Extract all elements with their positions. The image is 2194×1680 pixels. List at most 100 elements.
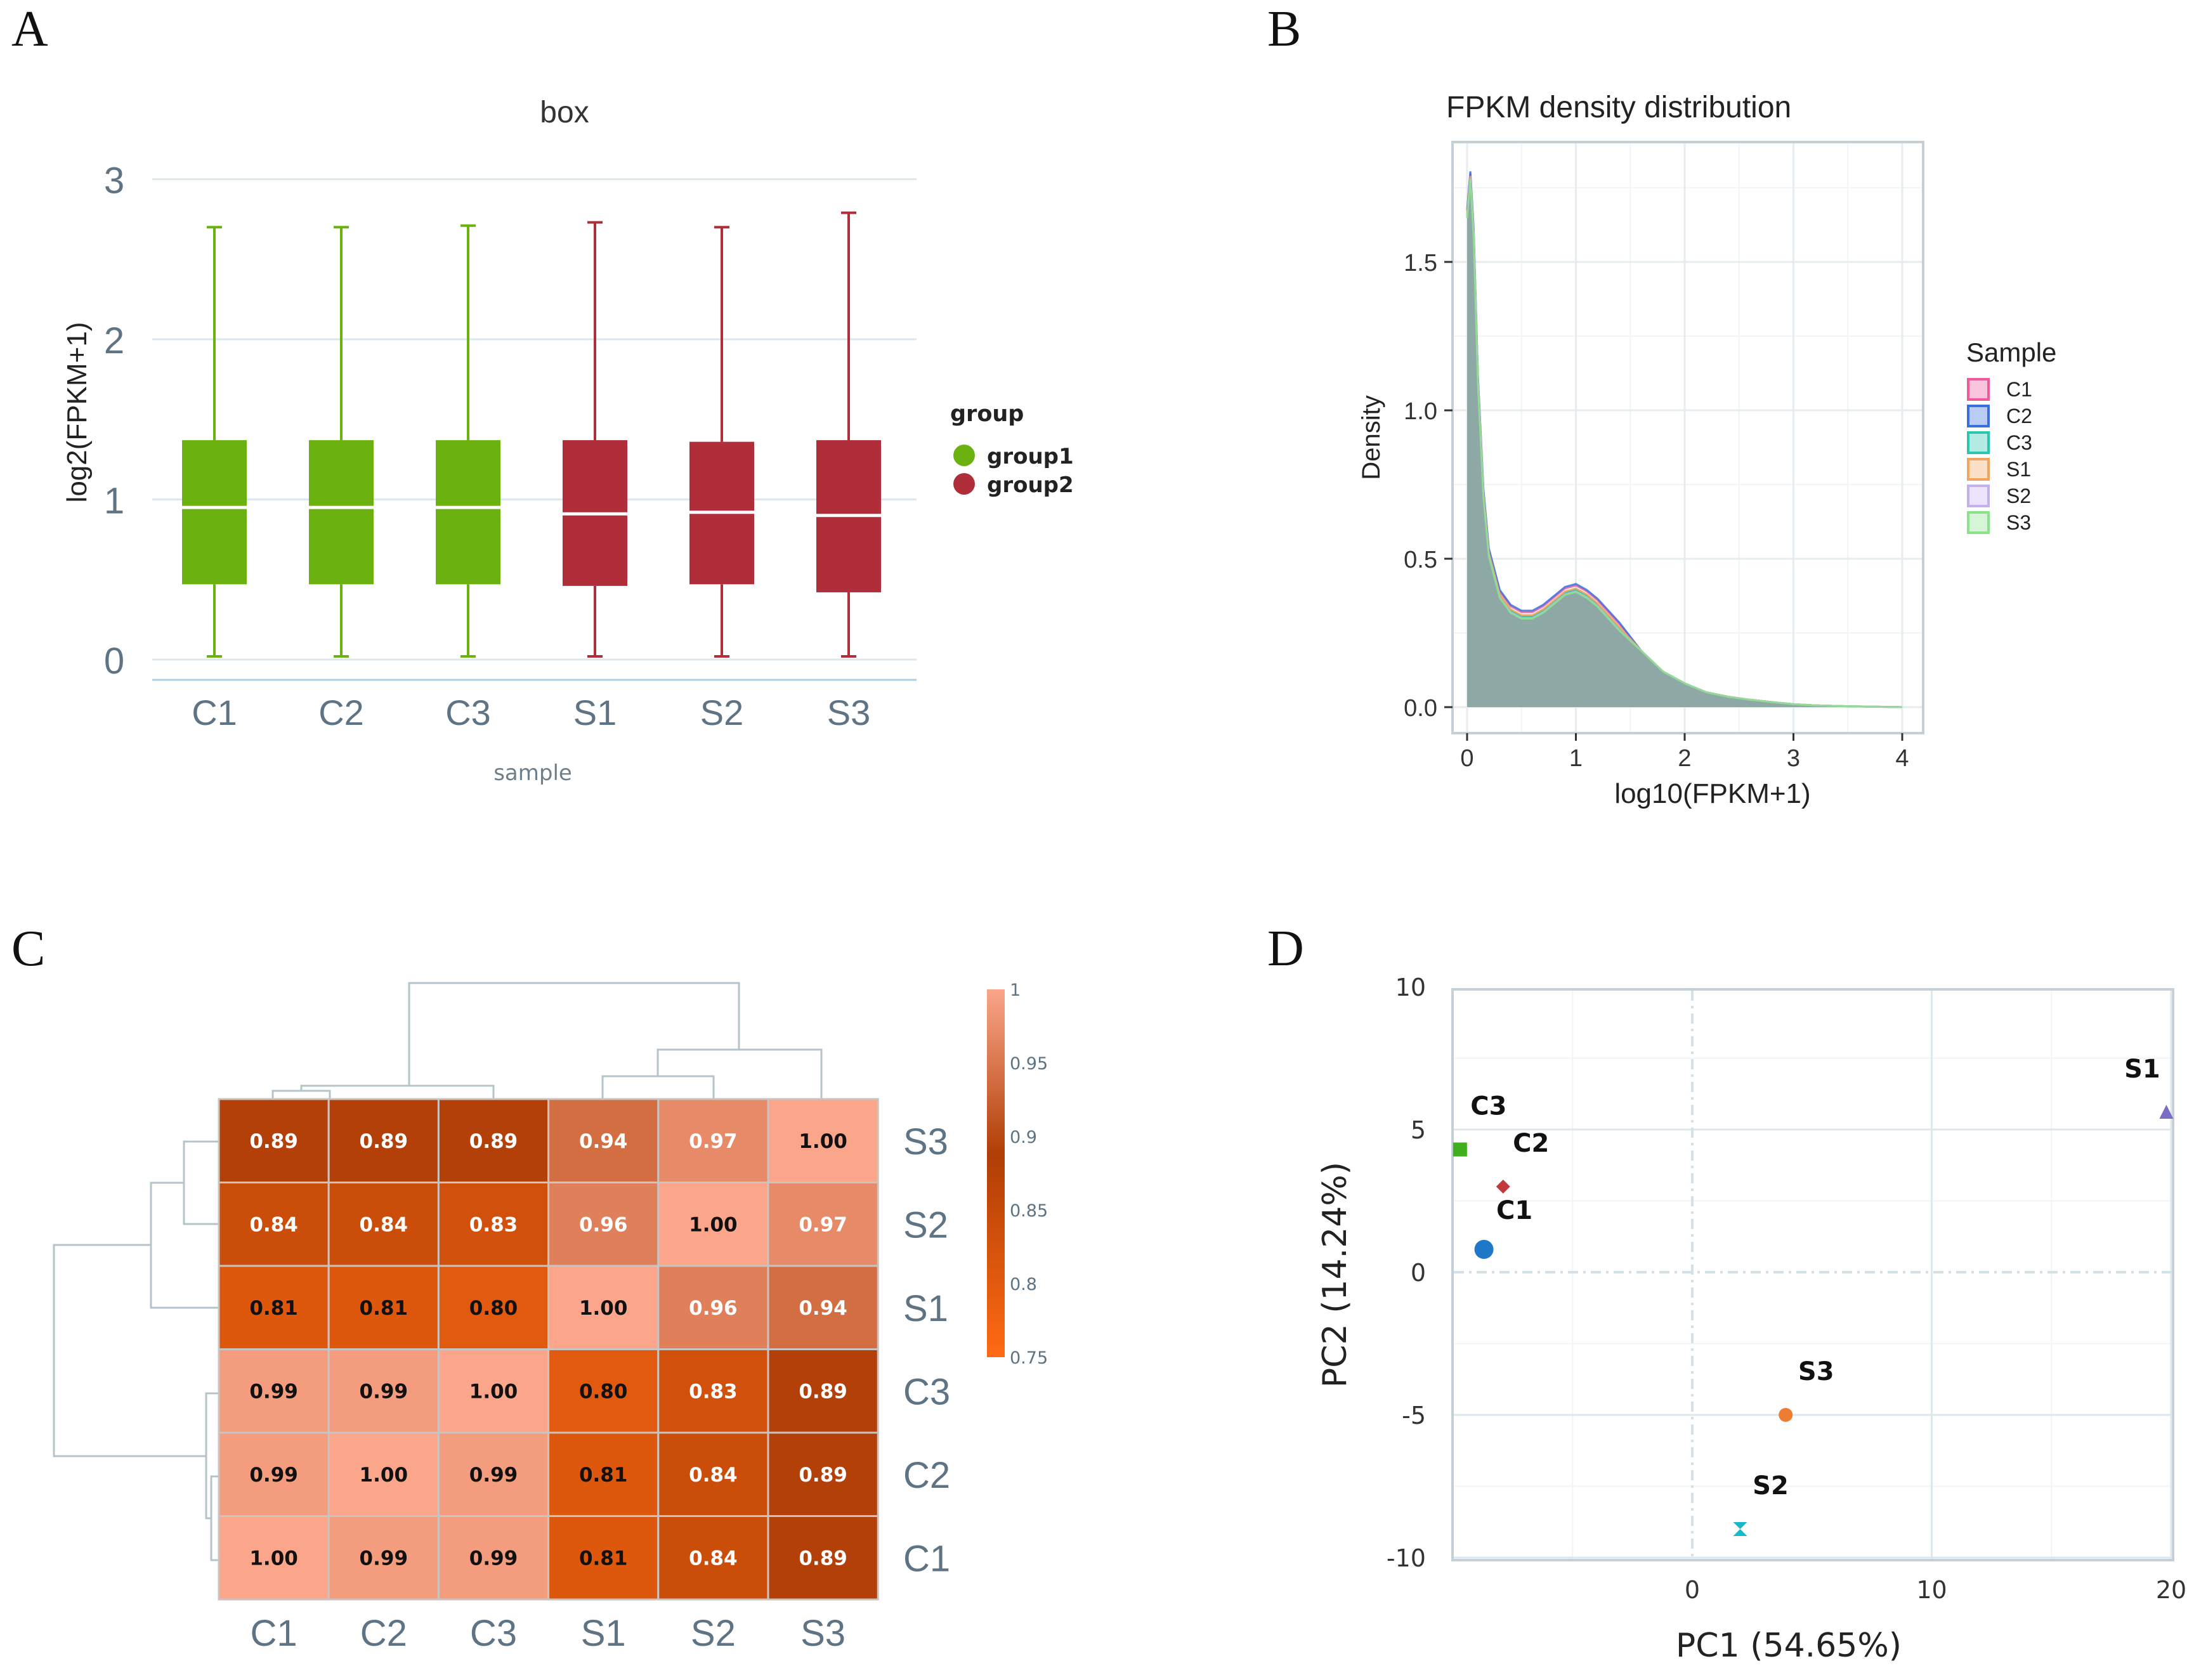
a-x-tick-label: C3 xyxy=(445,693,491,733)
c-cell-S1-S3 xyxy=(767,1265,879,1350)
b-y-tick-label: 1.0 xyxy=(1404,398,1437,425)
d-point-S1: S1 xyxy=(2124,1055,2174,1119)
b-x-tick-label: 1 xyxy=(1569,745,1583,772)
c-cell-label: 0.99 xyxy=(249,1380,298,1403)
a-box-iqr xyxy=(309,440,374,585)
b-x-tick-label: 4 xyxy=(1895,745,1909,772)
c-col-label: C1 xyxy=(251,1613,297,1654)
panel-label-c: C xyxy=(11,921,45,977)
c-cell-label: 0.99 xyxy=(360,1547,408,1570)
c-cell-label: 0.81 xyxy=(360,1297,408,1320)
b-legend-swatch-C2 xyxy=(1967,405,1990,427)
d-point-label: S1 xyxy=(2124,1055,2160,1084)
b-y-tick-label: 1.5 xyxy=(1404,250,1437,277)
d-y-tick-label: -5 xyxy=(1402,1402,1426,1429)
d-x-tick-label: 0 xyxy=(1685,1576,1700,1604)
c-row-dendro-c2c1 xyxy=(210,1475,219,1561)
c-row-label: C1 xyxy=(903,1538,950,1579)
a-box-S1 xyxy=(563,221,627,658)
c-heatmap-cells: 0.89 0.89 0.89 0.94 0.97 1.00 0.84 0.84 0.83 0.96… xyxy=(218,1098,879,1601)
d-marker-hourglass xyxy=(1733,1522,1747,1536)
c-row-label: S1 xyxy=(903,1288,948,1329)
d-marker-triangle xyxy=(2159,1105,2174,1119)
c-cell-label: 1.00 xyxy=(579,1297,628,1320)
a-x-tick-label: S1 xyxy=(573,693,617,733)
a-legend-label-group1: group1 xyxy=(987,444,1074,469)
c-cell-label: 0.81 xyxy=(579,1464,628,1487)
d-point-S2: S2 xyxy=(1733,1471,1789,1536)
b-x-ticks: 0 1 2 3 4 xyxy=(1460,733,1909,772)
d-marker-circle xyxy=(1779,1408,1793,1422)
a-legend-swatch-group2 xyxy=(953,473,975,495)
d-point-label: S3 xyxy=(1798,1357,1834,1386)
a-x-tick-label: C1 xyxy=(192,693,237,733)
c-colorbar-tick-label: 0.95 xyxy=(1010,1054,1048,1074)
d-point-S3: S3 xyxy=(1779,1357,1834,1422)
panel-label-d: D xyxy=(1267,921,1304,977)
b-y-label: Density xyxy=(1357,395,1385,479)
c-col-label: S2 xyxy=(691,1613,736,1654)
c-col-dendro-root xyxy=(408,982,740,1086)
c-cell-C2-S2 xyxy=(657,1431,769,1517)
b-legend-label-C1: C1 xyxy=(2006,378,2032,401)
c-cell-S3-C1 xyxy=(218,1098,330,1183)
a-legend-swatch-group1 xyxy=(953,445,975,466)
c-col-dendro-c12c3 xyxy=(300,1084,495,1099)
a-legend-title: group xyxy=(950,401,1024,427)
c-cell-label: 0.97 xyxy=(799,1213,847,1236)
c-colorbar-tick-label: 0.8 xyxy=(1010,1275,1037,1294)
c-cell-label: 1.00 xyxy=(799,1130,847,1153)
c-cell-label: 0.99 xyxy=(249,1464,298,1487)
a-x-ticks: C1 C2 C3 S1 S2 S3 xyxy=(192,693,870,733)
c-cell-label: 0.89 xyxy=(799,1380,847,1403)
c-col-label: C2 xyxy=(360,1613,407,1654)
c-col-dendro-s12s3 xyxy=(656,1048,823,1099)
c-cell-S2-S2 xyxy=(657,1182,769,1267)
c-cell-label: 0.84 xyxy=(689,1464,738,1487)
d-y-tick-label: 10 xyxy=(1395,973,1426,1001)
panel-label-a: A xyxy=(11,1,48,57)
c-cell-label: 1.00 xyxy=(249,1547,298,1570)
d-marker-diamond xyxy=(1496,1180,1510,1194)
c-colorbar-tick-label: 0.75 xyxy=(1010,1348,1048,1368)
c-cell-label: 0.84 xyxy=(689,1547,738,1570)
b-legend-label-S2: S2 xyxy=(2006,485,2031,507)
c-cell-label: 0.80 xyxy=(469,1297,518,1320)
a-y-ticks: 0 1 2 3 xyxy=(104,160,124,682)
c-row-label: S2 xyxy=(903,1204,948,1246)
c-row-label: C2 xyxy=(903,1455,950,1496)
d-x-tick-label: 10 xyxy=(1916,1576,1947,1604)
b-title: FPKM density distribution xyxy=(1446,91,1791,124)
d-point-label: C2 xyxy=(1513,1129,1549,1158)
c-colorbar-tick-label: 0.9 xyxy=(1010,1128,1037,1147)
c-cell-C1-C3 xyxy=(437,1515,550,1601)
b-legend-label-C3: C3 xyxy=(2006,431,2032,454)
b-x-tick-label: 0 xyxy=(1460,745,1473,772)
c-cell-S2-C3 xyxy=(437,1182,550,1267)
d-marker-square xyxy=(1453,1142,1467,1157)
c-column-dendrogram xyxy=(271,982,823,1099)
d-point-label: S2 xyxy=(1753,1471,1789,1501)
c-cell-S3-S2 xyxy=(657,1098,769,1183)
panel-c-heatmap: 0.89 0.89 0.89 0.94 0.97 1.00 0.84 0.84 0.83 0.96… xyxy=(53,980,1048,1654)
d-gridlines xyxy=(1454,991,2172,1559)
c-row-labels: S3 S2 S1 C3 C2 C1 xyxy=(903,1121,950,1580)
c-cell-label: 0.83 xyxy=(689,1380,738,1403)
c-cell-label: 0.89 xyxy=(360,1130,408,1153)
b-legend-swatch-S1 xyxy=(1967,458,1990,481)
c-cell-S2-C2 xyxy=(327,1182,440,1267)
a-y-tick-label: 3 xyxy=(104,160,124,202)
c-cell-label: 0.94 xyxy=(799,1297,847,1320)
d-point-C1: C1 xyxy=(1474,1196,1532,1259)
c-cell-label: 0.84 xyxy=(249,1213,298,1236)
c-cell-label: 0.89 xyxy=(799,1547,847,1570)
c-cell-S3-C2 xyxy=(327,1098,440,1183)
d-x-ticks: 0 10 20 xyxy=(1685,1576,2186,1604)
d-y-tick-label: 5 xyxy=(1411,1116,1426,1144)
b-legend-title: Sample xyxy=(1966,337,2056,367)
c-cell-label: 0.94 xyxy=(579,1130,628,1153)
c-cell-label: 0.99 xyxy=(469,1547,518,1570)
c-cell-label: 0.89 xyxy=(799,1464,847,1487)
a-x-label: sample xyxy=(493,760,572,786)
